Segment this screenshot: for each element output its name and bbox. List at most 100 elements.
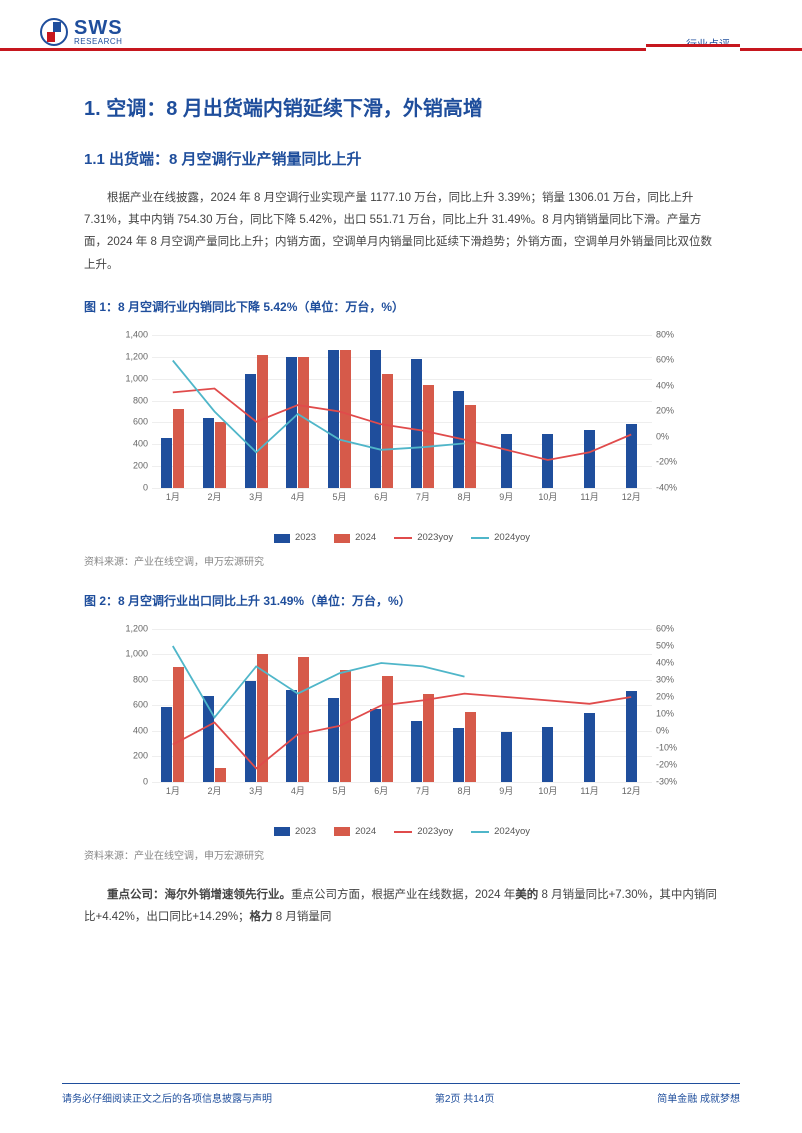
x-tick-label: 9月 — [485, 489, 527, 506]
logo-text-sub: RESEARCH — [74, 38, 123, 46]
figure-1-legend: 2023 2024 2023yoy 2024yoy — [84, 529, 720, 547]
line-2024yoy — [173, 646, 465, 717]
y2-tick-label: -40% — [656, 479, 690, 496]
y2-tick-label: -10% — [656, 739, 690, 756]
x-tick-label: 8月 — [444, 783, 486, 800]
legend-item: 2023yoy — [394, 529, 453, 547]
page-content: 1. 空调：8 月出货端内销延续下滑，外销高增 1.1 出货端：8 月空调行业产… — [0, 70, 802, 929]
companies-lead: 重点公司：海尔外销增速领先行业。 — [107, 889, 291, 901]
y1-tick-label: 0 — [118, 773, 148, 790]
x-tick-label: 4月 — [277, 489, 319, 506]
y2-tick-label: 60% — [656, 620, 690, 637]
section-1-1-paragraph: 根据产业在线披露，2024 年 8 月空调行业实现产量 1177.10 万台，同… — [84, 187, 720, 277]
y1-tick-label: 400 — [118, 436, 148, 453]
y2-tick-label: -30% — [656, 773, 690, 790]
y2-tick-label: 80% — [656, 326, 690, 343]
legend-label: 2024yoy — [494, 823, 530, 841]
figure-2-source: 资料来源：产业在线空调，申万宏源研究 — [84, 847, 720, 866]
y1-tick-label: 600 — [118, 414, 148, 431]
figure-1-title: 图 1：8 月空调行业内销同比下降 5.42%（单位：万台，%） — [84, 296, 720, 319]
legend-label: 2024yoy — [494, 529, 530, 547]
legend-label: 2023yoy — [417, 823, 453, 841]
legend-swatch-icon — [334, 827, 350, 836]
figure-2-legend: 2023 2024 2023yoy 2024yoy — [84, 823, 720, 841]
companies-paragraph: 重点公司：海尔外销增速领先行业。重点公司方面，根据产业在线数据，2024 年美的… — [84, 884, 720, 929]
company-midea: 美的 — [515, 889, 538, 901]
logo-text-main: SWS — [74, 18, 123, 38]
x-tick-label: 6月 — [360, 783, 402, 800]
footer-disclaimer: 请务必仔细阅读正文之后的各项信息披露与声明 — [62, 1090, 272, 1105]
legend-item: 2023 — [274, 529, 316, 547]
y2-tick-label: 40% — [656, 654, 690, 671]
x-tick-label: 8月 — [444, 489, 486, 506]
legend-item: 2023 — [274, 823, 316, 841]
x-tick-label: 7月 — [402, 489, 444, 506]
legend-line-icon — [471, 537, 489, 539]
page-header: SWS RESEARCH 行业点评 — [0, 0, 802, 70]
figure-1-source: 资料来源：产业在线空调，申万宏源研究 — [84, 553, 720, 572]
figure-2-chart: 02004006008001,0001,200-30%-20%-10%0%10%… — [102, 619, 702, 819]
y1-tick-label: 400 — [118, 722, 148, 739]
x-tick-label: 5月 — [319, 783, 361, 800]
companies-text-c: 8 月销量同 — [273, 911, 332, 923]
x-tick-label: 11月 — [569, 489, 611, 506]
header-divider — [0, 48, 802, 51]
legend-item: 2024 — [334, 529, 376, 547]
x-tick-label: 1月 — [152, 489, 194, 506]
sws-logo-icon — [40, 18, 68, 46]
y2-tick-label: 20% — [656, 688, 690, 705]
legend-line-icon — [394, 537, 412, 539]
y1-tick-label: 800 — [118, 392, 148, 409]
x-tick-label: 3月 — [235, 489, 277, 506]
line-2024yoy — [173, 360, 465, 452]
x-tick-label: 6月 — [360, 489, 402, 506]
legend-line-icon — [471, 831, 489, 833]
x-tick-label: 1月 — [152, 783, 194, 800]
subsection-1-1-title: 1.1 出货端：8 月空调行业产销量同比上升 — [84, 146, 720, 175]
y2-tick-label: 20% — [656, 403, 690, 420]
x-tick-label: 11月 — [569, 783, 611, 800]
legend-item: 2024yoy — [471, 823, 530, 841]
legend-label: 2023yoy — [417, 529, 453, 547]
footer-page-number: 第2页 共14页 — [435, 1090, 494, 1105]
legend-swatch-icon — [274, 827, 290, 836]
y1-tick-label: 1,200 — [118, 348, 148, 365]
x-tick-label: 2月 — [194, 783, 236, 800]
legend-label: 2024 — [355, 823, 376, 841]
figure-2-title: 图 2：8 月空调行业出口同比上升 31.49%（单位：万台，%） — [84, 590, 720, 613]
company-gree: 格力 — [250, 911, 273, 923]
y2-tick-label: -20% — [656, 454, 690, 471]
section-1-title: 1. 空调：8 月出货端内销延续下滑，外销高增 — [84, 90, 720, 128]
y2-tick-label: 60% — [656, 352, 690, 369]
footer-tagline: 简单金融 成就梦想 — [657, 1090, 740, 1105]
x-tick-label: 10月 — [527, 783, 569, 800]
y2-tick-label: 0% — [656, 428, 690, 445]
y2-tick-label: 30% — [656, 671, 690, 688]
legend-label: 2024 — [355, 529, 376, 547]
y1-tick-label: 0 — [118, 479, 148, 496]
y2-tick-label: 50% — [656, 637, 690, 654]
legend-label: 2023 — [295, 823, 316, 841]
page-footer: 请务必仔细阅读正文之后的各项信息披露与声明 第2页 共14页 简单金融 成就梦想 — [0, 1083, 802, 1105]
legend-line-icon — [394, 831, 412, 833]
legend-swatch-icon — [334, 534, 350, 543]
y1-tick-label: 200 — [118, 458, 148, 475]
y2-tick-label: 40% — [656, 377, 690, 394]
x-tick-label: 10月 — [527, 489, 569, 506]
brand-logo: SWS RESEARCH — [40, 18, 762, 46]
y2-tick-label: 10% — [656, 705, 690, 722]
y1-tick-label: 800 — [118, 671, 148, 688]
x-tick-label: 4月 — [277, 783, 319, 800]
x-tick-label: 7月 — [402, 783, 444, 800]
legend-label: 2023 — [295, 529, 316, 547]
x-tick-label: 2月 — [194, 489, 236, 506]
line-2023yoy — [173, 693, 631, 768]
y1-tick-label: 200 — [118, 748, 148, 765]
x-tick-label: 5月 — [319, 489, 361, 506]
x-tick-label: 9月 — [485, 783, 527, 800]
y2-tick-label: -20% — [656, 756, 690, 773]
footer-divider — [62, 1083, 740, 1084]
y1-tick-label: 1,400 — [118, 326, 148, 343]
y1-tick-label: 1,000 — [118, 370, 148, 387]
x-tick-label: 3月 — [235, 783, 277, 800]
